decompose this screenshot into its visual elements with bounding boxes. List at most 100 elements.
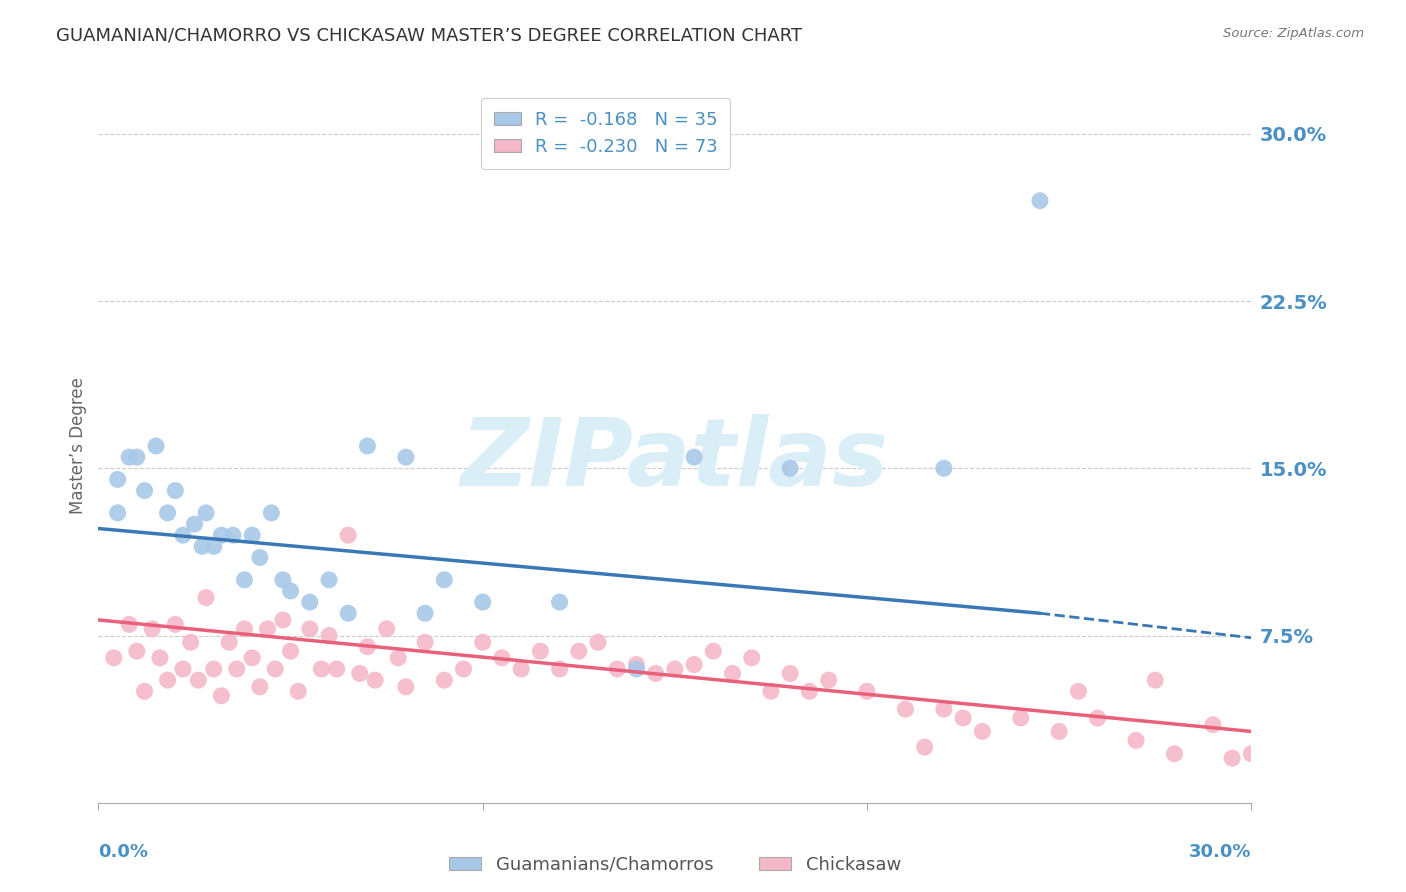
Point (1220, 751, 1243, 765)
Point (721, 666, 744, 681)
Point (209, 689, 232, 703)
Point (491, 651, 513, 665)
Point (471, 635, 494, 649)
Point (702, 644, 724, 658)
Point (134, 684, 156, 698)
Point (349, 666, 371, 681)
Point (586, 635, 609, 649)
Point (256, 622, 278, 636)
Point (125, 450, 148, 465)
Point (318, 628, 340, 642)
Point (107, 506, 129, 520)
Point (118, 617, 141, 632)
Point (856, 684, 879, 698)
Point (298, 595, 321, 609)
Point (141, 622, 163, 636)
Point (165, 483, 187, 498)
Text: 0.0%: 0.0% (98, 843, 149, 861)
Point (972, 724, 994, 739)
Text: Source: ZipAtlas.com: Source: ZipAtlas.com (1223, 27, 1364, 40)
Point (183, 517, 205, 532)
Point (264, 662, 287, 676)
Point (107, 473, 129, 487)
Point (165, 617, 187, 632)
Point (548, 595, 571, 609)
Point (287, 684, 309, 698)
Point (568, 644, 591, 658)
Point (510, 662, 533, 676)
Point (337, 528, 360, 542)
Point (548, 662, 571, 676)
Point (1010, 711, 1032, 725)
Point (125, 644, 148, 658)
Point (894, 702, 917, 716)
Point (191, 539, 214, 553)
Point (664, 662, 686, 676)
Point (280, 583, 302, 598)
Point (195, 506, 218, 520)
Point (240, 651, 263, 665)
Legend: Guamanians/Chamorros, Chickasaw: Guamanians/Chamorros, Chickasaw (441, 849, 908, 881)
Point (952, 711, 974, 725)
Point (626, 657, 648, 672)
Point (914, 740, 936, 755)
Point (271, 613, 294, 627)
Text: GUAMANIAN/CHAMORRO VS CHICKASAW MASTER’S DEGREE CORRELATION CHART: GUAMANIAN/CHAMORRO VS CHICKASAW MASTER’S… (56, 27, 803, 45)
Point (683, 657, 706, 672)
Point (325, 662, 347, 676)
Point (1047, 724, 1070, 739)
Point (413, 635, 436, 649)
Point (1087, 711, 1109, 725)
Point (218, 635, 240, 649)
Point (271, 573, 294, 587)
Point (1144, 673, 1167, 687)
Point (1163, 747, 1185, 761)
Point (387, 651, 409, 665)
Point (202, 539, 225, 553)
Point (356, 640, 378, 654)
Point (202, 662, 225, 676)
Point (932, 702, 955, 716)
Point (779, 461, 801, 475)
Point (817, 673, 839, 687)
Text: ZIPatlas: ZIPatlas (461, 414, 889, 507)
Point (413, 607, 436, 621)
Point (453, 662, 475, 676)
Point (222, 528, 245, 542)
Point (318, 573, 340, 587)
Point (260, 506, 283, 520)
Point (233, 622, 256, 636)
Point (118, 450, 141, 465)
Point (1067, 684, 1090, 698)
Point (298, 622, 321, 636)
Point (149, 651, 172, 665)
Point (1029, 194, 1052, 208)
Point (180, 635, 202, 649)
Legend: R =  -0.168   N = 35, R =  -0.230   N = 73: R = -0.168 N = 35, R = -0.230 N = 73 (481, 98, 731, 169)
Point (249, 680, 271, 694)
Point (195, 591, 218, 605)
Point (644, 666, 666, 681)
Point (1125, 733, 1147, 747)
Point (145, 439, 167, 453)
Point (187, 673, 209, 687)
Point (741, 651, 763, 665)
Point (134, 483, 156, 498)
Point (364, 673, 387, 687)
Point (683, 450, 706, 465)
Point (1202, 717, 1225, 731)
Point (932, 461, 955, 475)
Y-axis label: Master’s Degree: Master’s Degree (69, 377, 87, 515)
Point (356, 439, 378, 453)
Point (433, 673, 456, 687)
Point (225, 662, 247, 676)
Point (103, 651, 125, 665)
Point (209, 528, 232, 542)
Point (280, 644, 302, 658)
Point (172, 662, 194, 676)
Point (626, 662, 648, 676)
Point (172, 528, 194, 542)
Point (375, 622, 398, 636)
Point (606, 662, 628, 676)
Point (311, 662, 333, 676)
